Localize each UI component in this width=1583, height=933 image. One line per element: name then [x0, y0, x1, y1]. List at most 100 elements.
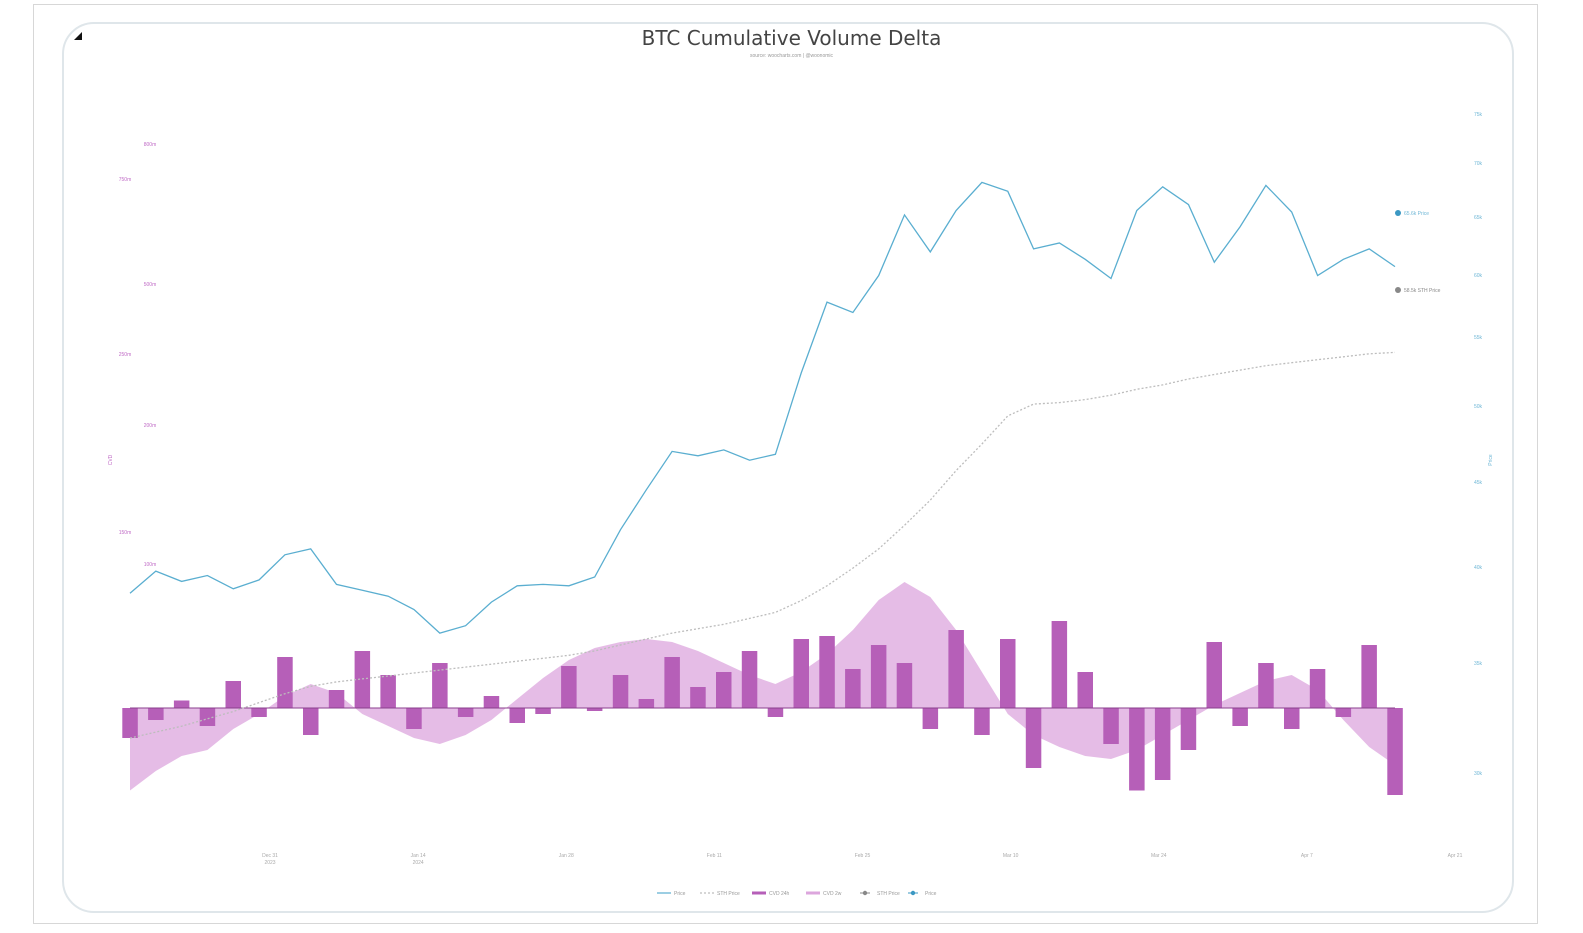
right-tick-label: 55k: [1474, 335, 1483, 341]
cvd-24h-bar: [586, 708, 603, 711]
right-tick-label: 35k: [1474, 661, 1483, 667]
cvd-24h-bar: [122, 708, 138, 738]
x-tick-label: Apr 7: [1301, 853, 1313, 859]
legend-label: CVD 24h: [769, 891, 790, 897]
cvd-24h-bar: [1309, 669, 1326, 708]
collapse-corner-icon[interactable]: [74, 32, 82, 40]
cvd-24h-bar: [1232, 708, 1248, 726]
cvd-24h-bar: [1335, 708, 1352, 717]
cvd-24h-bar: [1025, 708, 1042, 768]
cvd-24h-bar: [1258, 663, 1274, 708]
legend-marker: [862, 890, 868, 896]
left-tick-label: 250m: [119, 352, 132, 358]
legend-label: STH Price: [877, 891, 900, 897]
sth-price-line: [129, 351, 1396, 739]
cvd-24h-bar: [1361, 645, 1377, 708]
cvd-24h-bar: [793, 639, 809, 708]
legend-label: Price: [925, 891, 937, 897]
cvd-24h-bar: [1206, 642, 1222, 708]
cvd-24h-bar: [845, 669, 861, 708]
cvd-24h-bar: [612, 675, 629, 708]
right-tick-label: 45k: [1474, 480, 1483, 486]
cvd-24h-bar: [896, 663, 913, 708]
chart-card: [62, 22, 1514, 913]
sth-price-series: [129, 351, 1396, 739]
cvd-24h-bar: [922, 708, 939, 729]
cvd-24h-bar: [716, 672, 732, 708]
legend-label: Price: [674, 891, 686, 897]
left-tick-label: 150m: [119, 530, 132, 536]
right-tick-label: 70k: [1474, 161, 1483, 167]
end-labels: 65.6k Price 58.5k STH Price: [1395, 210, 1441, 294]
cvd-24h-bar: [1077, 672, 1093, 708]
chart-title: BTC Cumulative Volume Delta: [641, 26, 942, 50]
x-tick-label: Mar 10: [1003, 853, 1019, 859]
right-tick-label: 40k: [1474, 565, 1483, 571]
cvd-24h-bar: [251, 708, 267, 717]
cvd-24h-bar: [1284, 708, 1300, 729]
cvd-24h-bar: [638, 699, 655, 708]
cvd-24h-series: [122, 621, 1403, 795]
chart-subtitle: source: woocharts.com | @woonomic: [749, 53, 834, 59]
cvd-24h-bar: [148, 708, 164, 720]
cvd-24h-bar: [819, 636, 835, 708]
price-end-label: 65.6k Price: [1404, 211, 1429, 217]
cvd-24h-bar: [432, 663, 448, 708]
cvd-24h-bar: [406, 708, 422, 729]
cvd-2w-area: [130, 582, 1395, 791]
chart-legend[interactable]: Price STH Price CVD 24h CVD 2w STH Price Pric…: [657, 890, 937, 897]
cvd-24h-bar: [1154, 708, 1171, 780]
left-tick-label: 800m: [144, 142, 157, 148]
x-tick-label: Dec 31: [262, 853, 278, 859]
cvd-24h-bar: [1180, 708, 1197, 750]
cvd-24h-bar: [457, 708, 474, 717]
cvd-24h-bar: [1000, 639, 1016, 708]
x-tick-label: Feb 11: [707, 853, 722, 859]
price-line: [129, 181, 1396, 634]
left-tick-label: 100m: [144, 562, 157, 568]
cvd-24h-bar: [380, 675, 396, 708]
left-tick-label: 750m: [119, 177, 132, 183]
x-tick-label: Feb 25: [855, 853, 871, 859]
price-end-dot: [1395, 210, 1401, 216]
cvd-24h-bar: [328, 690, 345, 708]
sth-end-dot: [1395, 287, 1401, 293]
sth-end-label: 58.5k STH Price: [1404, 288, 1441, 294]
cvd-24h-bar: [1129, 708, 1145, 791]
cvd-24h-bar: [948, 630, 964, 708]
cvd-24h-bar: [225, 681, 241, 708]
right-tick-label: 65k: [1474, 215, 1483, 221]
cvd-24h-bar: [974, 708, 990, 735]
cvd-24h-bar: [303, 708, 319, 735]
x-tick-label: 2023: [264, 860, 275, 866]
cvd-24h-bar: [741, 651, 758, 708]
cvd-24h-bar: [870, 645, 887, 708]
right-tick-label: 50k: [1474, 404, 1483, 410]
x-tick-label: Apr 21: [1448, 853, 1463, 859]
cvd-24h-bar: [1387, 708, 1403, 795]
cvd-24h-bar: [535, 708, 551, 714]
cvd-24h-bar: [1051, 621, 1068, 708]
cvd-24h-bar: [664, 657, 680, 708]
x-tick-label: Jan 28: [559, 853, 574, 859]
cvd-24h-bar: [199, 708, 216, 726]
cvd-24h-bar: [1103, 708, 1119, 744]
cvd-2w-series: [130, 582, 1395, 791]
x-tick-label: 2024: [413, 860, 424, 866]
legend-marker: [910, 890, 916, 896]
cvd-24h-bar: [767, 708, 784, 717]
x-tick-label: Mar 24: [1151, 853, 1167, 859]
left-tick-label: 200m: [144, 423, 157, 429]
x-tick-label: Jan 14: [411, 853, 426, 859]
left-axis-label: CVD: [108, 454, 114, 465]
right-tick-label: 75k: [1474, 112, 1483, 118]
cvd-24h-bar: [509, 708, 525, 723]
right-tick-label: 30k: [1474, 771, 1483, 777]
right-axis-label: Price: [1488, 454, 1494, 466]
legend-label: STH Price: [717, 891, 740, 897]
cvd-24h-bar: [483, 696, 500, 708]
cvd-24h-bar: [173, 700, 190, 708]
cvd-24h-bar: [277, 657, 293, 708]
